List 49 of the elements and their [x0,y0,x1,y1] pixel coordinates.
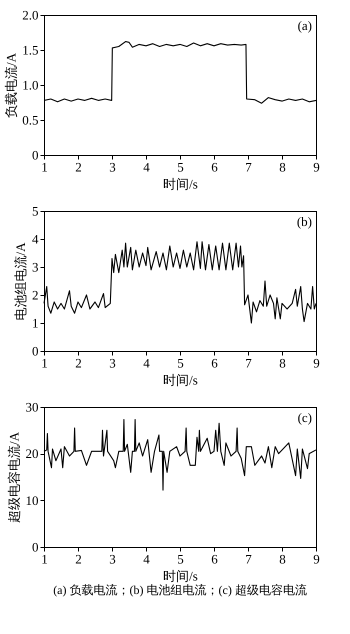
x-tick-label: 8 [279,552,286,566]
y-tick-label: 0 [32,148,38,162]
y-tick-label: 0 [32,540,38,554]
y-tick-label: 4 [32,232,39,246]
y-tick-label: 1.5 [22,42,38,58]
x-axis-title: 时间/s [163,176,198,192]
x-tick-label: 7 [245,356,252,370]
y-axis-title: 电池组电流/A [13,242,28,320]
x-tick-label: 4 [143,356,150,370]
x-tick-label: 3 [109,552,116,566]
x-tick-label: 7 [245,160,252,174]
x-tick-label: 5 [177,552,184,566]
x-tick-label: 7 [245,552,252,566]
y-tick-label: 30 [26,400,38,414]
x-tick-label: 6 [211,356,218,370]
y-tick-label: 5 [32,204,38,218]
x-tick-label: 9 [313,552,320,566]
x-tick-label: 5 [177,160,184,174]
x-tick-label: 5 [177,356,184,370]
x-axis-title: 时间/s [163,372,198,388]
y-tick-label: 2 [32,288,38,302]
x-axis-title: 时间/s [163,568,198,584]
y-tick-label: 0 [32,344,38,358]
annotation: (c) [298,410,312,425]
x-tick-label: 3 [109,160,116,174]
x-tick-label: 4 [143,160,150,174]
y-axis-title: 负载电流/A [3,52,18,118]
y-tick-label: 10 [26,492,38,508]
y-tick-label: 3 [32,260,38,274]
text: (a) 负载电流；(b) 电池组电流；(c) 超级电容电流 [53,583,307,597]
y-tick-label: 2.0 [22,8,38,22]
y-tick-label: 1 [32,316,38,330]
x-tick-label: 4 [143,552,150,566]
x-tick-label: 6 [211,160,218,174]
x-tick-label: 2 [75,160,82,174]
y-tick-label: 1.0 [22,78,38,92]
x-tick-label: 6 [211,552,218,566]
y-axis-title: 超级电容电流/A [6,431,22,523]
x-tick-label: 9 [313,356,320,370]
y-tick-label: 0.5 [22,112,38,128]
x-tick-label: 2 [75,552,82,566]
y-tick-label: 20 [26,446,38,462]
x-tick-label: 9 [313,160,320,174]
x-tick-label: 3 [109,356,116,370]
x-tick-label: 8 [279,356,286,370]
x-tick-label: 8 [279,160,286,174]
x-tick-label: 2 [75,356,82,370]
annotation: (a) [298,18,312,33]
annotation: (b) [296,214,312,229]
